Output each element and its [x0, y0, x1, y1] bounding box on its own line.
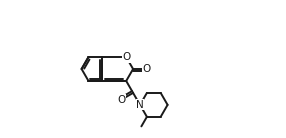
Text: O: O [117, 95, 125, 105]
Text: O: O [122, 52, 130, 62]
Text: O: O [143, 64, 151, 74]
Text: N: N [136, 100, 144, 110]
